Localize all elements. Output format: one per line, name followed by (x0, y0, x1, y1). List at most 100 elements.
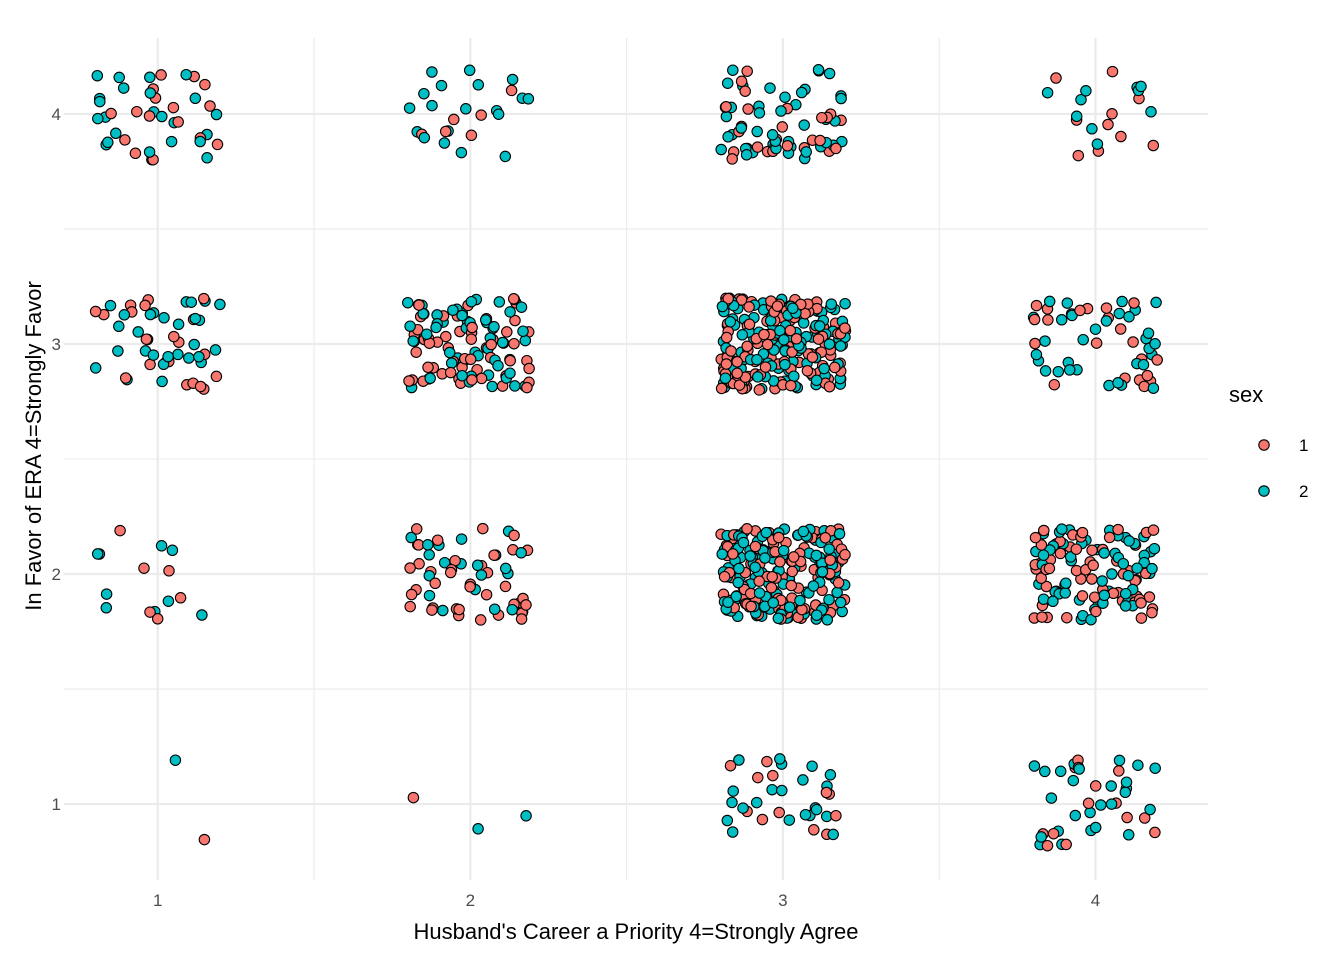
data-point-sex-2 (1070, 110, 1083, 123)
data-point-sex-1 (1135, 597, 1147, 609)
data-point-sex-1 (739, 85, 751, 97)
data-point-sex-2 (91, 548, 104, 560)
data-point-sex-2 (778, 334, 790, 346)
data-point-sex-2 (1135, 80, 1147, 93)
data-point-sex-2 (422, 539, 434, 551)
data-point-sex-2 (407, 335, 419, 347)
data-point-sex-2 (779, 91, 791, 103)
data-point-sex-1 (198, 833, 211, 846)
data-point-sex-2 (1122, 829, 1135, 841)
data-point-sex-2 (1028, 760, 1041, 772)
data-point-sex-1 (422, 361, 434, 374)
data-point-sex-2 (110, 127, 122, 140)
data-point-sex-2 (1113, 754, 1126, 767)
data-point-sex-2 (475, 569, 488, 581)
data-point-sex-2 (104, 299, 117, 312)
data-point-sex-1 (129, 147, 142, 160)
data-point-sex-1 (1042, 314, 1054, 326)
data-point-sex-2 (486, 380, 498, 393)
data-point-sex-1 (1029, 337, 1041, 350)
data-point-sex-1 (404, 562, 416, 574)
data-point-sex-2 (1119, 587, 1132, 600)
data-point-sex-2 (740, 149, 753, 161)
data-point-sex-2 (1084, 806, 1096, 819)
data-point-sex-1 (105, 107, 117, 120)
data-point-sex-2 (1030, 348, 1043, 361)
data-point-sex-1 (715, 382, 728, 395)
data-point-sex-2 (810, 803, 823, 816)
data-point-sex-1 (504, 354, 516, 367)
data-point-sex-2 (800, 146, 812, 158)
data-point-sex-1 (758, 328, 770, 341)
data-point-sex-2 (1122, 569, 1135, 582)
data-point-sex-1 (440, 330, 452, 343)
data-point-sex-1 (806, 351, 819, 363)
data-point-sex-1 (174, 592, 187, 604)
data-point-sex-2 (1064, 551, 1077, 563)
data-point-sex-1 (785, 579, 798, 592)
data-point-sex-2 (479, 314, 492, 326)
data-point-sex-2 (515, 301, 528, 313)
data-point-sex-1 (786, 565, 799, 578)
data-point-sex-1 (521, 381, 533, 394)
data-point-sex-2 (752, 371, 764, 383)
data-point-sex-2 (1059, 587, 1071, 599)
data-point-sex-2 (418, 87, 430, 100)
data-point-sex-2 (1061, 297, 1074, 309)
data-point-sex-2 (1089, 323, 1102, 335)
data-point-sex-1 (745, 600, 757, 613)
data-point-sex-1 (515, 613, 528, 625)
data-point-sex-2 (89, 362, 102, 374)
data-point-sex-1 (444, 566, 457, 579)
y-tick-label: 4 (52, 105, 61, 124)
data-point-sex-2 (1056, 523, 1068, 535)
data-point-sex-1 (819, 532, 832, 544)
data-point-sex-2 (1039, 335, 1051, 347)
data-point-sex-1 (832, 577, 845, 589)
data-point-sex-1 (520, 599, 532, 611)
data-point-sex-2 (1148, 542, 1161, 555)
data-point-sex-2 (1047, 595, 1059, 608)
data-point-sex-1 (1050, 72, 1062, 84)
data-point-sex-2 (113, 320, 125, 333)
data-point-sex-2 (423, 549, 435, 561)
data-point-sex-2 (423, 569, 436, 582)
data-point-sex-1 (1090, 337, 1103, 349)
data-point-sex-1 (1135, 612, 1148, 624)
data-point-sex-1 (194, 380, 207, 393)
data-point-sex-1 (1054, 547, 1067, 560)
data-point-sex-1 (431, 534, 444, 546)
data-point-sex-2 (156, 110, 168, 123)
data-point-sex-2 (833, 528, 846, 540)
data-point-sex-1 (1086, 573, 1098, 585)
data-point-sex-2 (455, 146, 468, 159)
data-point-sex-2 (506, 73, 519, 86)
data-point-sex-2 (813, 320, 826, 332)
data-point-sex-2 (426, 66, 438, 78)
data-point-sex-1 (724, 759, 737, 772)
data-point-sex-2 (795, 86, 808, 99)
data-point-sex-1 (839, 322, 851, 334)
data-point-sex-1 (439, 125, 452, 138)
x-tick-label: 1 (153, 891, 162, 910)
data-point-sex-2 (834, 340, 847, 352)
data-point-sex-2 (423, 589, 436, 602)
data-point-sex-1 (1138, 812, 1151, 824)
data-point-sex-2 (1146, 562, 1158, 575)
data-point-sex-1 (508, 529, 520, 542)
data-point-sex-2 (460, 103, 472, 115)
data-point-sex-1 (466, 321, 478, 334)
data-point-sex-2 (1105, 780, 1117, 792)
data-point-sex-2 (798, 119, 810, 131)
data-point-sex-1 (1082, 797, 1095, 810)
data-point-sex-1 (824, 554, 836, 566)
data-point-sex-2 (517, 325, 529, 337)
data-point-sex-2 (1091, 138, 1104, 150)
data-point-sex-2 (835, 92, 847, 105)
data-point-sex-2 (783, 601, 796, 613)
data-point-sex-2 (810, 609, 823, 621)
data-point-sex-1 (211, 138, 224, 151)
data-point-sex-1 (114, 524, 126, 537)
data-point-sex-2 (797, 774, 809, 786)
data-point-sex-2 (196, 609, 208, 621)
